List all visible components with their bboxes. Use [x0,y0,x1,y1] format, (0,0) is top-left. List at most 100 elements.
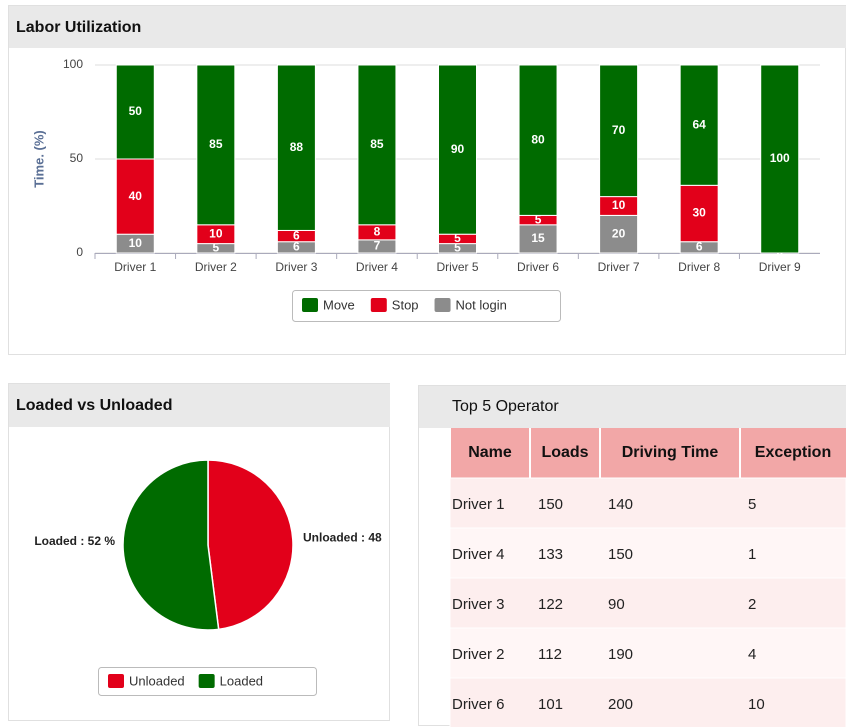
data-label: 80 [531,132,545,146]
bar-segment [518,64,558,216]
bar-segment [276,64,316,231]
panel-header [419,386,846,428]
data-label: 6 [696,240,703,254]
x-tick-label: Driver 4 [356,260,398,274]
x-tick-label: Driver 9 [759,260,801,274]
table-cell: Driver 4 [452,546,505,563]
table-cell: Driver 1 [452,496,505,513]
data-label: 50 [129,104,143,118]
data-label: 7 [374,239,381,253]
data-label: 10 [612,198,626,212]
bar-segment [115,158,155,235]
table-cell: 4 [748,646,756,663]
data-label: 5 [454,240,461,254]
table-cell: 5 [748,496,756,513]
x-tick-label: Driver 3 [275,260,317,274]
panel-title: Top 5 Operator [452,398,559,415]
table-cell: 200 [608,696,633,713]
panel-header [9,6,846,48]
panel-title: Labor Utilization [16,19,141,36]
data-label: Unloaded : 48 [303,531,382,545]
table-cell: 150 [608,546,633,563]
data-label: 6 [293,228,300,242]
legend-label: Move [323,297,355,312]
table-cell: 190 [608,646,633,663]
y-tick-label: 100 [63,57,83,71]
table-row [449,527,846,579]
data-label: 30 [692,206,706,220]
bar-segment [438,64,477,235]
table-cell: 122 [538,596,563,613]
data-label: 70 [612,123,626,137]
table-header-cell: Exception [755,444,831,461]
y-tick-label: 0 [76,245,83,259]
data-label: 10 [129,236,143,250]
bar-segment [760,64,800,254]
data-label: 15 [531,231,545,245]
data-label: 5 [535,212,542,226]
x-tick-label: Driver 8 [678,260,720,274]
bar-segment [679,184,719,243]
pie-slice [207,459,294,631]
legend-swatch [302,298,318,312]
table-cell: 90 [608,596,625,613]
data-label: 100 [770,151,790,165]
table-cell: Driver 2 [452,646,505,663]
x-tick-label: Driver 1 [114,260,156,274]
legend [292,290,561,322]
table-header-row [450,428,846,478]
data-label: 40 [129,189,143,203]
table-row [449,577,846,629]
data-label: 88 [290,140,304,154]
data-label: 85 [209,137,223,151]
x-tick-label: Driver 7 [598,260,640,274]
data-label: 5 [212,240,219,254]
table-cell: 101 [538,696,563,713]
legend-label: Unloaded [129,673,185,688]
legend-swatch [434,298,451,312]
data-label: Loaded : 52 % [34,534,115,548]
y-tick-label: 50 [70,151,84,165]
x-tick-label: Driver 6 [517,260,559,274]
table-row [449,627,846,679]
table-row [449,677,846,727]
data-label: 90 [451,142,465,156]
table-header-cell: Loads [541,444,588,461]
bar-segment [196,64,236,226]
legend-label: Not login [456,297,507,312]
bar-segment [679,64,719,186]
legend-swatch [108,674,124,688]
legend-swatch [198,674,215,688]
table-cell: 140 [608,496,633,513]
data-label: 6 [293,240,300,254]
bar-segment [115,64,155,160]
data-label: 85 [370,137,384,151]
table-cell: 1 [748,546,756,563]
data-label: 64 [692,117,706,131]
data-label: 20 [612,226,626,240]
table-header-cell: Driving Time [622,444,719,461]
table-cell: 150 [538,496,563,513]
legend-label: Stop [392,297,419,312]
table-header-cell: Name [468,444,512,461]
table-cell: 133 [538,546,563,563]
legend-label: Loaded [220,673,263,688]
y-axis-title: Time. (%) [31,130,46,188]
table-cell: Driver 3 [452,596,505,613]
data-label: 10 [209,226,223,240]
panel-header [9,384,390,427]
table-cell: Driver 6 [452,696,505,713]
table-cell: 10 [748,696,765,713]
table-cell: 112 [538,646,562,663]
pie-slice [122,459,220,631]
panel-title: Loaded vs Unloaded [16,397,172,414]
legend-swatch [370,298,387,312]
table-cell: 2 [748,596,756,613]
bar-segment [599,64,639,198]
bar-segment [357,64,397,226]
x-tick-label: Driver 2 [195,260,237,274]
x-tick-label: Driver 5 [436,260,478,274]
data-label: 8 [374,224,381,238]
table-row [449,477,846,529]
